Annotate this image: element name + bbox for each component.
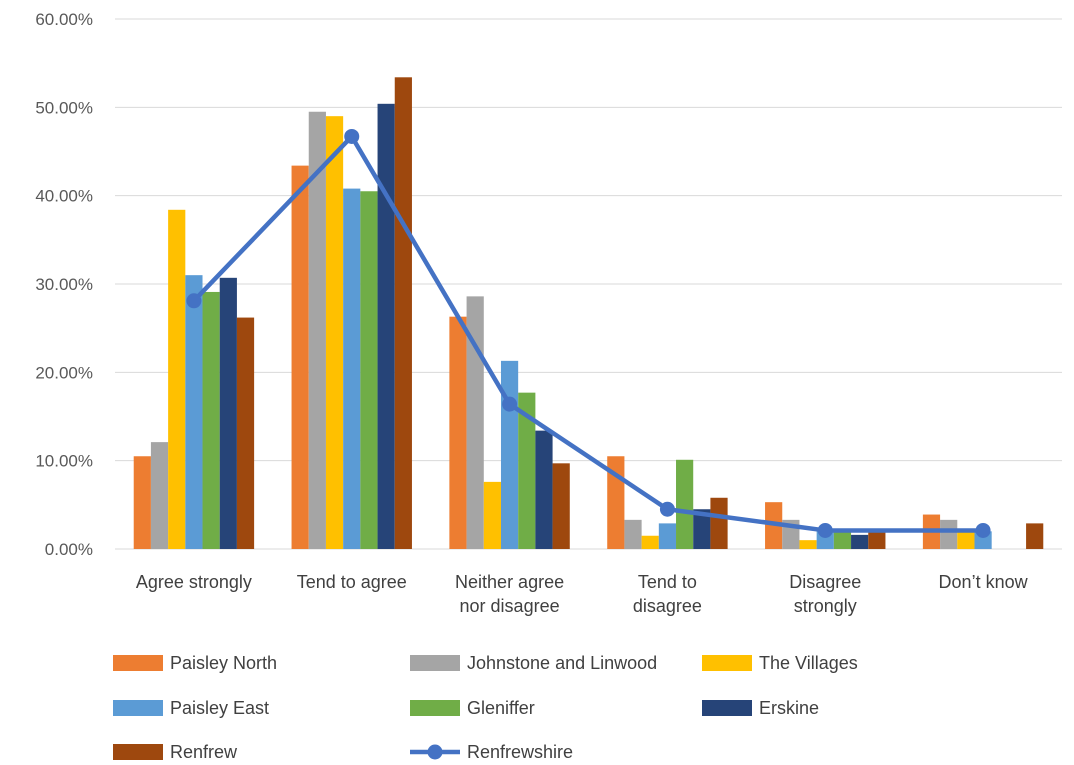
bar-erskine <box>535 430 553 549</box>
bar-gleniffer <box>676 459 694 549</box>
bar-renfrew <box>868 532 886 549</box>
bar-paisley-north <box>291 165 309 549</box>
bar-the-villages <box>799 540 817 549</box>
bar-paisley-north <box>133 456 151 549</box>
gridlines <box>115 18 1062 550</box>
x-category-label: Disagree strongly <box>789 572 861 616</box>
y-axis-tick-labels: 0.00% 10.00% 20.00% 30.00% 40.00% 50.00% 60.00… <box>35 10 93 559</box>
bar-erskine <box>377 103 395 550</box>
bar-johnstone-and-linwood <box>150 442 169 549</box>
renfrewshire-line <box>186 128 991 538</box>
bar-renfrew <box>552 463 570 549</box>
bar-renfrew <box>710 497 728 549</box>
legend-swatch <box>113 700 163 716</box>
legend-marker <box>427 744 443 760</box>
bar-the-villages <box>168 209 186 550</box>
legend-item-johnstone-and-linwood: Johnstone and Linwood <box>410 653 657 673</box>
x-category-label: Agree strongly <box>136 572 252 592</box>
legend-swatch <box>410 700 460 716</box>
legend-swatch <box>702 700 752 716</box>
bar-paisley-east <box>500 360 519 549</box>
line-point <box>659 501 675 517</box>
y-tick-label: 60.00% <box>35 10 93 29</box>
bar-erskine <box>851 534 869 549</box>
legend-item-renfrewshire: Renfrewshire <box>410 742 573 762</box>
line-point <box>817 522 833 538</box>
legend-label: The Villages <box>759 653 858 673</box>
x-category-label: Tend to disagree <box>633 572 702 616</box>
line-point <box>502 396 518 412</box>
legend-label: Gleniffer <box>467 698 535 718</box>
legend-item-paisley-east: Paisley East <box>113 698 269 718</box>
legend-item-the-villages: The Villages <box>702 653 858 673</box>
x-category-label: Don’t know <box>939 572 1029 592</box>
bar-paisley-east <box>658 523 677 549</box>
bar-gleniffer <box>833 532 852 549</box>
bar-johnstone-and-linwood <box>308 111 326 549</box>
legend: Paisley North Johnstone and Linwood The Vi… <box>113 653 858 762</box>
bar-renfrew <box>1026 523 1044 549</box>
legend-item-paisley-north: Paisley North <box>113 653 277 673</box>
bar-paisley-east <box>343 188 361 549</box>
legend-item-gleniffer: Gleniffer <box>410 698 535 718</box>
legend-swatch <box>113 655 163 671</box>
bar-renfrew <box>236 317 255 549</box>
bar-gleniffer <box>202 291 220 549</box>
bar-johnstone-and-linwood <box>466 296 484 549</box>
legend-swatch <box>702 655 752 671</box>
bar-the-villages <box>325 116 344 550</box>
series-line-renfrewshire <box>192 134 984 533</box>
bar-erskine <box>693 509 711 549</box>
legend-label: Johnstone and Linwood <box>467 653 657 673</box>
line-point <box>975 522 991 538</box>
bar-johnstone-and-linwood <box>940 519 958 549</box>
legend-swatch <box>113 744 163 760</box>
y-tick-label: 50.00% <box>35 98 93 117</box>
y-tick-label: 20.00% <box>35 363 93 382</box>
legend-swatch <box>410 655 460 671</box>
bar-the-villages <box>957 531 975 549</box>
y-tick-label: 30.00% <box>35 275 93 294</box>
bar-the-villages <box>483 481 501 549</box>
legend-label: Erskine <box>759 698 819 718</box>
bar-gleniffer <box>518 392 536 549</box>
legend-item-erskine: Erskine <box>702 698 819 718</box>
bar-the-villages <box>641 535 659 549</box>
y-tick-label: 40.00% <box>35 187 93 206</box>
y-tick-label: 0.00% <box>45 540 93 559</box>
bar-johnstone-and-linwood <box>624 519 642 549</box>
legend-label: Paisley East <box>170 698 269 718</box>
legend-label: Renfrew <box>170 742 238 762</box>
bar-gleniffer <box>360 191 378 549</box>
bar-paisley-north <box>449 316 467 549</box>
y-tick-label: 10.00% <box>35 452 93 471</box>
legend-item-renfrew: Renfrew <box>113 742 238 762</box>
bars <box>133 77 1044 550</box>
line-point <box>186 293 202 309</box>
bar-renfrew <box>394 77 412 550</box>
bar-erskine <box>219 277 237 549</box>
x-category-label: Neither agree nor disagree <box>455 572 564 616</box>
legend-label: Paisley North <box>170 653 277 673</box>
x-axis-category-labels: Agree strongly Tend to agree Neither agree… <box>136 572 1029 616</box>
legend-label: Renfrewshire <box>467 742 573 762</box>
line-point <box>344 128 360 144</box>
bar-paisley-east <box>185 275 203 549</box>
x-category-label: Tend to agree <box>297 572 407 592</box>
